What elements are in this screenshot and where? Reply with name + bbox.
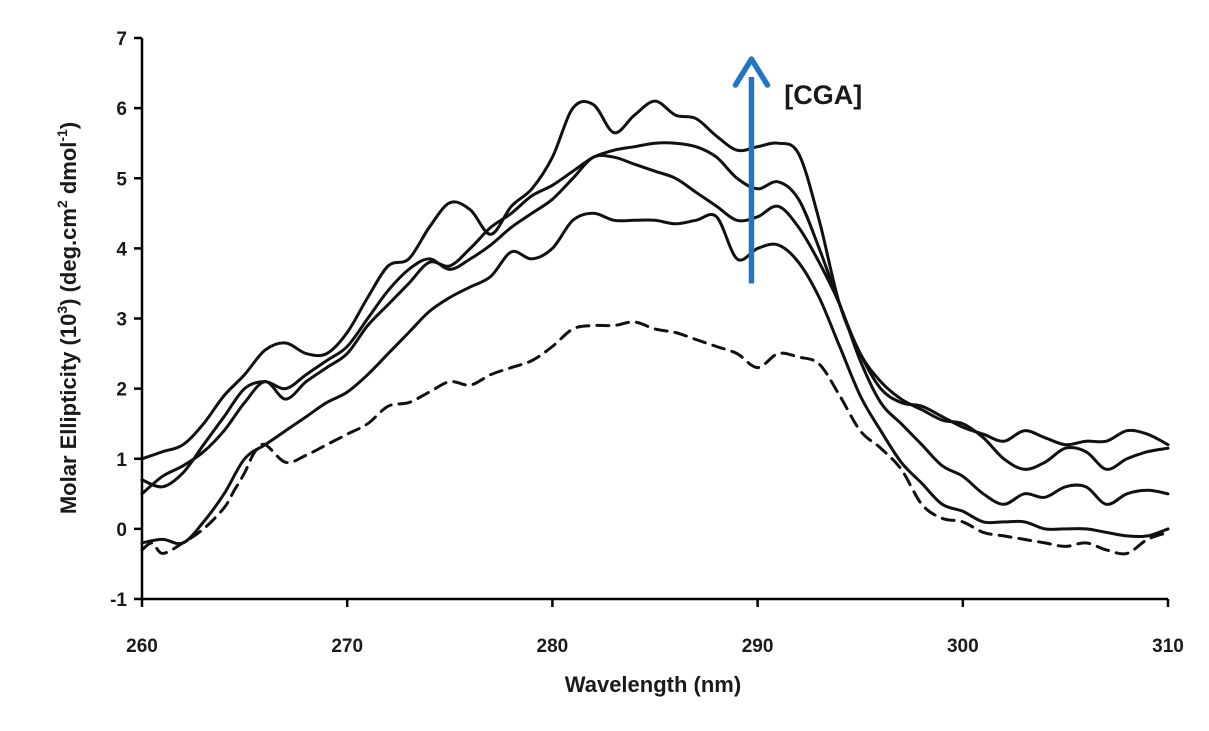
series-line-3 [140, 141, 1170, 496]
y-tick-label: 3 [116, 310, 127, 331]
y-axis-title: Molar Ellipticity (103) (deg.cm2 dmol-1) [54, 122, 81, 514]
y-axis-title-part-4: ) [56, 122, 81, 129]
x-axis-title: Wavelength (nm) [565, 672, 741, 697]
cga-annotation-label: [CGA] [784, 80, 862, 110]
y-axis-title-exponent-3: -1 [54, 129, 70, 142]
y-tick-label: 5 [116, 169, 127, 190]
annotation-layer: [CGA] [732, 56, 862, 284]
series-line-1 [140, 211, 1170, 546]
series-line-4 [140, 99, 1170, 461]
x-tick-label: 310 [1152, 636, 1184, 657]
y-axis-title-exponent-2: 2 [54, 200, 70, 208]
y-axis-title-part-1: Molar Ellipticity (10 [56, 314, 81, 515]
y-tick-label: 4 [116, 239, 127, 260]
x-tick-label: 260 [126, 636, 158, 657]
x-tick-label: 270 [331, 636, 363, 657]
y-tick-label: 6 [116, 99, 127, 120]
y-axis-title-exponent-1: 3 [54, 306, 70, 314]
cga-arrow-head [732, 56, 771, 88]
x-tick-label: 290 [742, 636, 774, 657]
y-axis-title-part-3: dmol [56, 142, 81, 201]
y-axis-title-part-2: ) (deg.cm [56, 208, 81, 306]
y-tick-label: 2 [116, 380, 127, 401]
series-line-2 [140, 153, 1170, 506]
x-tick-label: 300 [947, 636, 979, 657]
y-tick-label: -1 [110, 590, 127, 611]
y-tick-label: 0 [116, 520, 127, 541]
y-tick-label: 1 [116, 450, 127, 471]
y-tick-label: 7 [116, 29, 127, 50]
x-tick-label: 280 [537, 636, 569, 657]
axis-layer: -1 0 1 2 3 4 5 6 7 260 270 280 290 300 310 [110, 29, 1184, 657]
series-layer [140, 99, 1170, 556]
